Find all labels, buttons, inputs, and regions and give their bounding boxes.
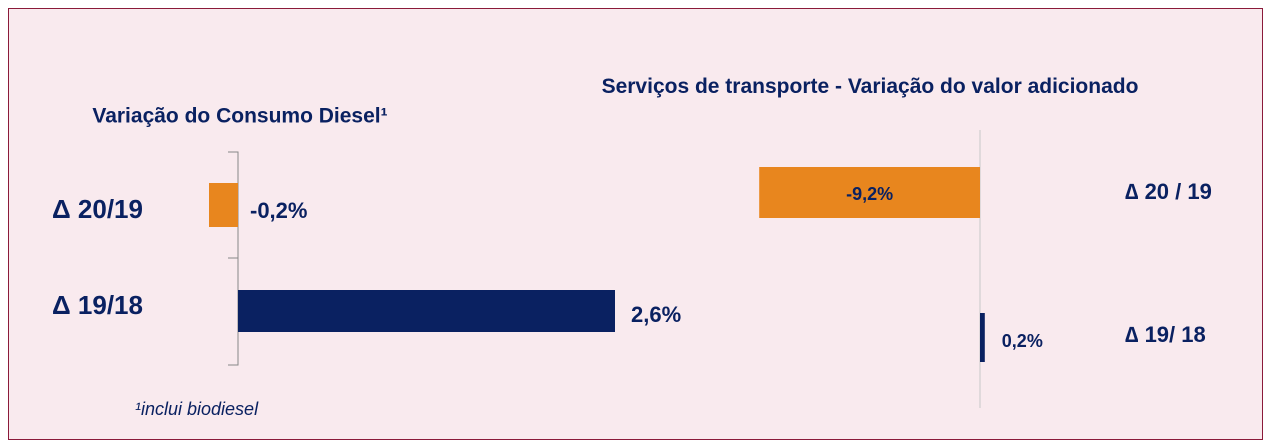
axis-bracket [228,151,239,366]
bar [980,313,985,362]
chart-title: Variação do Consumo Diesel¹ [92,105,387,128]
bar [759,167,980,218]
chart-title: Serviços de transporte - Variação do val… [601,75,1139,98]
footnote: ¹inclui biodiesel [135,399,259,419]
category-label: Δ 19/18 [52,290,143,320]
value-label: 0,2% [1002,331,1043,351]
value-label: 2,6% [631,302,681,327]
category-label: ∆ 19/ 18 [1125,322,1206,347]
bar [238,290,615,332]
bar [209,183,238,227]
value-label: -0,2% [250,198,307,223]
category-label: Δ 20/19 [52,194,143,224]
category-label: ∆ 20 / 19 [1125,179,1212,204]
value-label: -9,2% [846,184,893,204]
